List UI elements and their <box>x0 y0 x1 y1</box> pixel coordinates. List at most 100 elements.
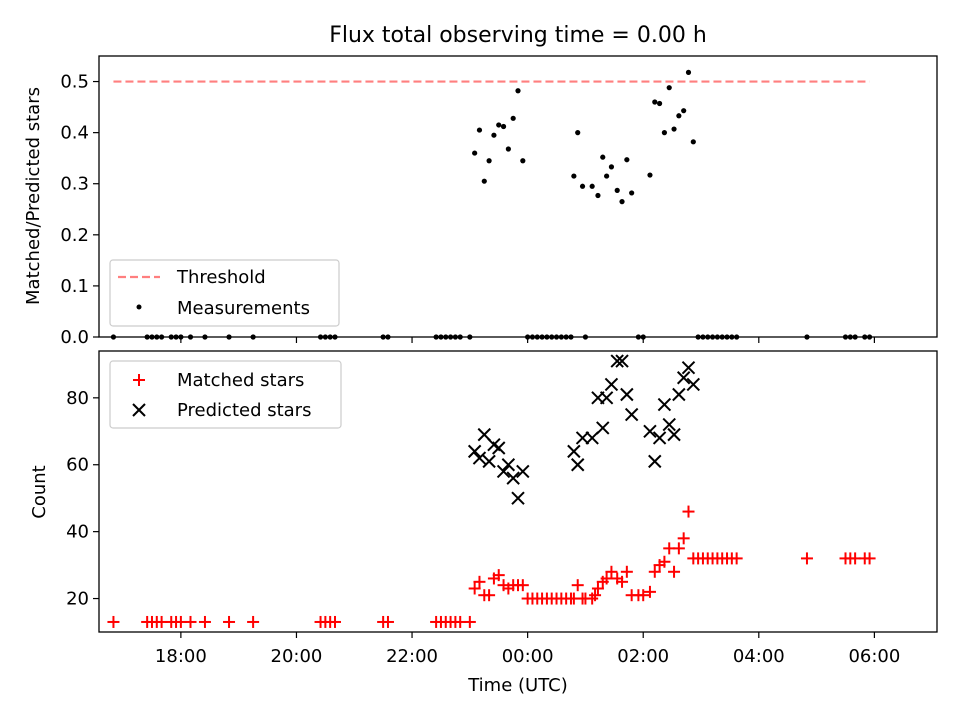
top-axes-frame <box>98 55 938 338</box>
measurement-point <box>520 158 526 164</box>
x-axis-label: Time (UTC) <box>467 675 568 696</box>
top-x-ticks <box>180 337 875 343</box>
matched-point <box>658 555 671 568</box>
top-legend-box <box>109 259 340 327</box>
y-tick-label: 20 <box>66 589 89 610</box>
y-tick-label: 0.3 <box>60 174 89 195</box>
predicted-point <box>620 387 634 402</box>
predicted-legend-label: Predicted stars <box>177 400 311 421</box>
measurement-point <box>666 85 672 91</box>
matched-point <box>682 505 695 518</box>
matched-point <box>463 615 476 628</box>
matched-point <box>620 565 633 578</box>
predicted-point <box>615 354 629 368</box>
y-tick-label: 0.5 <box>60 72 89 93</box>
threshold-legend-label: Threshold <box>176 267 266 288</box>
measurement-point <box>624 157 630 163</box>
x-tick-label: 22:00 <box>386 646 438 667</box>
predicted-point <box>575 431 590 445</box>
measurement-point <box>614 187 620 193</box>
predicted-point <box>511 491 525 505</box>
top-y-axis-label: Matched/Predicted stars <box>23 87 44 305</box>
predicted-legend-marker <box>132 403 146 417</box>
x-tick-label: 06:00 <box>848 646 900 667</box>
bottom-axes-frame <box>98 350 938 633</box>
matched-point <box>800 552 813 565</box>
predicted-stars-series <box>467 354 701 505</box>
matched-point <box>198 615 211 628</box>
matched-point <box>381 615 394 628</box>
y-tick-label: 0.1 <box>60 276 89 297</box>
measurement-point <box>575 130 581 136</box>
bottom-plot-area <box>107 354 876 628</box>
matched-point <box>571 579 584 592</box>
predicted-point <box>610 354 624 368</box>
predicted-point <box>652 431 667 445</box>
measurement-point <box>476 127 483 133</box>
matched-point <box>648 565 661 578</box>
predicted-point <box>643 424 657 438</box>
matched-point <box>247 615 260 628</box>
matched-point <box>473 575 486 588</box>
predicted-point <box>657 397 672 412</box>
top-chart-title: Flux total observing time = 0.00 h <box>329 23 707 48</box>
y-tick-label: 0.0 <box>60 327 89 348</box>
bottom-y-ticks: 20 40 60 80 <box>66 388 99 610</box>
measurement-point <box>604 173 610 179</box>
predicted-point <box>516 464 530 479</box>
matched-point <box>591 582 604 595</box>
measurement-point <box>496 122 502 128</box>
matched-point <box>184 615 197 628</box>
matched-point <box>863 552 876 565</box>
bottom-panel: Count 20 40 60 80 18:00 20:00 22:00 00:00 02:00… <box>29 350 938 696</box>
measurement-point <box>472 150 478 156</box>
bottom-legend: Matched stars Predicted stars <box>109 360 342 429</box>
measurement-point <box>671 126 677 132</box>
measurement-point <box>681 108 687 114</box>
measurement-point <box>515 88 521 94</box>
matched-legend-label: Matched stars <box>177 370 304 391</box>
x-tick-label: 20:00 <box>271 646 323 667</box>
y-tick-label: 60 <box>66 455 89 476</box>
measurement-point <box>510 115 516 121</box>
measurements-legend-marker <box>136 304 142 310</box>
predicted-point <box>482 454 496 469</box>
y-tick-label: 80 <box>66 388 89 409</box>
measurement-point <box>629 190 635 196</box>
measurement-point <box>595 192 601 199</box>
matched-point <box>605 565 618 578</box>
measurements-legend-label: Measurements <box>177 298 310 319</box>
x-tick-label: 18:00 <box>155 646 207 667</box>
predicted-point <box>496 464 511 479</box>
predicted-point <box>467 444 482 459</box>
predicted-point <box>672 387 686 402</box>
measurement-point <box>676 113 682 119</box>
measurement-point <box>652 99 658 105</box>
matched-point <box>668 565 681 578</box>
predicted-point <box>501 458 516 472</box>
x-tick-label: 02:00 <box>617 646 669 667</box>
bottom-y-axis-label: Count <box>29 465 50 518</box>
predicted-point <box>686 377 701 392</box>
matched-point <box>643 585 656 598</box>
bottom-legend-box <box>109 360 342 429</box>
predicted-point <box>599 391 614 405</box>
matched-point <box>600 572 613 585</box>
measurement-point <box>647 172 653 178</box>
measurement-point <box>600 154 606 160</box>
measurement-point <box>690 139 696 145</box>
measurement-point <box>571 173 577 179</box>
matched-point <box>730 552 743 565</box>
matched-point <box>328 615 341 628</box>
predicted-point <box>596 421 610 435</box>
matched-point <box>468 582 481 595</box>
measurement-point <box>656 100 663 107</box>
matched-point <box>589 589 602 602</box>
matched-point <box>516 579 529 592</box>
predicted-point <box>624 407 639 422</box>
top-y-ticks: 0.0 0.1 0.2 0.3 0.4 0.5 <box>60 72 99 348</box>
predicted-point <box>567 444 581 459</box>
measurement-point <box>486 158 492 164</box>
top-panel: Flux total observing time = 0.00 h Match… <box>23 23 938 348</box>
